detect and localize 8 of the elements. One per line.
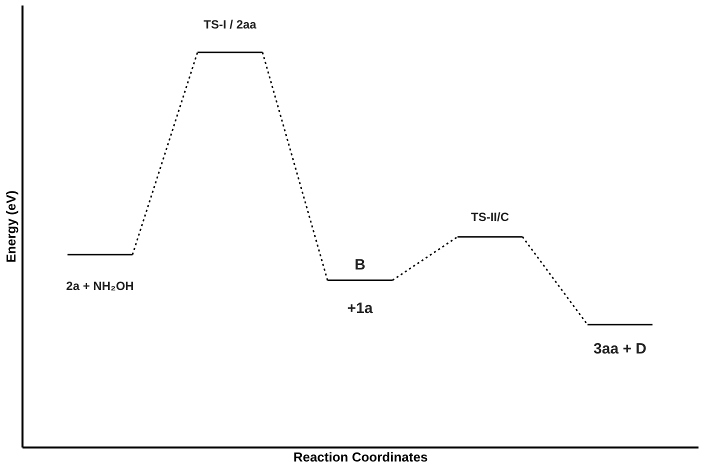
annotation: +1a bbox=[347, 300, 374, 317]
annotation: 2a + NH₂OH bbox=[66, 279, 134, 294]
text: TS-I / 2aa bbox=[204, 18, 257, 32]
annotation: B bbox=[354, 256, 366, 274]
y-axis-title: Energy (eV) bbox=[4, 190, 18, 263]
x-axis-title: Reaction Coordinates bbox=[293, 450, 428, 464]
annotation: 3aa + D bbox=[594, 340, 647, 358]
annotation: TS-II/C bbox=[471, 210, 510, 224]
